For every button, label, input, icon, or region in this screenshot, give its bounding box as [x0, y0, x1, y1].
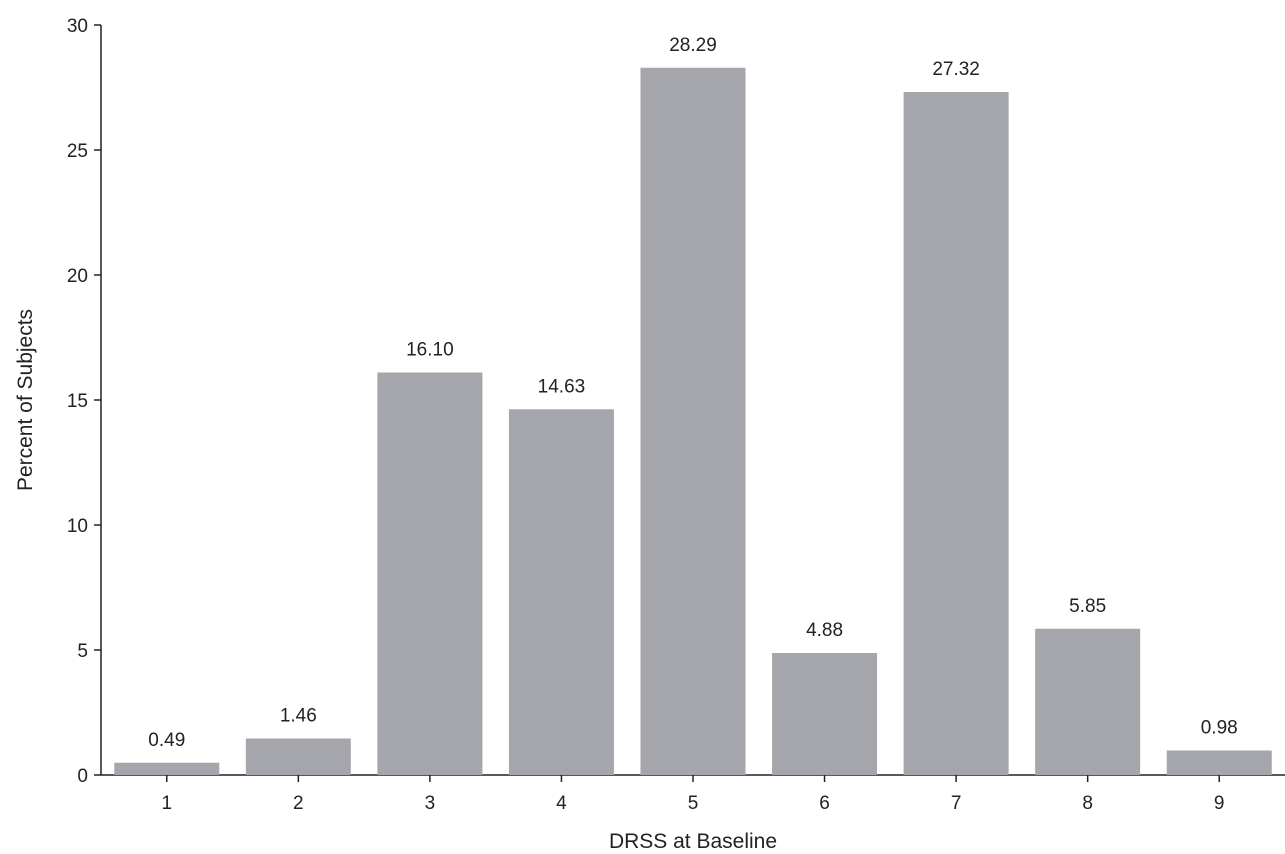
- x-tick-label: 1: [161, 793, 172, 814]
- y-axis: 0 5 10 15 20 25 30: [67, 16, 102, 787]
- x-tick-label: 2: [293, 793, 304, 814]
- bar-8: [1035, 628, 1141, 775]
- x-tick-label: 5: [688, 793, 699, 814]
- x-tick-label: 8: [1082, 793, 1093, 814]
- x-tick-label: 7: [951, 793, 962, 814]
- bar-value-label: 4.88: [806, 620, 843, 641]
- bar-value-label: 27.32: [932, 59, 980, 80]
- y-tick-label: 30: [67, 16, 88, 37]
- bar-value-label: 16.10: [406, 340, 454, 361]
- x-tick-label: 4: [556, 793, 567, 814]
- y-axis-title: Percent of Subjects: [14, 309, 37, 491]
- y-tick-label: 15: [67, 391, 88, 412]
- bar-value-label: 0.98: [1201, 718, 1238, 739]
- bar-6: [772, 653, 878, 775]
- y-tick-label: 10: [67, 516, 88, 537]
- bar-9: [1166, 750, 1272, 775]
- bar-value-label: 1.46: [280, 706, 317, 727]
- bar-value-label: 5.85: [1069, 596, 1106, 617]
- y-tick-label: 5: [77, 641, 88, 662]
- bar-value-label: 0.49: [148, 730, 185, 751]
- bar-4: [508, 409, 614, 775]
- y-tick-label: 0: [77, 766, 88, 787]
- y-tick-label: 25: [67, 141, 88, 162]
- bar-1: [114, 762, 220, 775]
- bar-7: [903, 92, 1009, 775]
- bar-5: [640, 67, 746, 775]
- x-tick-label: 3: [425, 793, 436, 814]
- x-axis: 1 2 3 4 5 6 7 8 9: [101, 774, 1285, 814]
- x-axis-title: DRSS at Baseline: [609, 830, 777, 853]
- y-tick-label: 20: [67, 266, 88, 287]
- x-tick-label: 9: [1214, 793, 1225, 814]
- x-tick-label: 6: [819, 793, 830, 814]
- data-labels: 0.49 1.46 16.10 14.63 28.29 4.88 27.32 5.85 0.98: [148, 35, 1237, 751]
- bars: [114, 67, 1272, 775]
- bar-2: [245, 738, 351, 775]
- bar-3: [377, 372, 483, 775]
- bar-value-label: 14.63: [538, 376, 586, 397]
- bar-value-label: 28.29: [669, 35, 717, 56]
